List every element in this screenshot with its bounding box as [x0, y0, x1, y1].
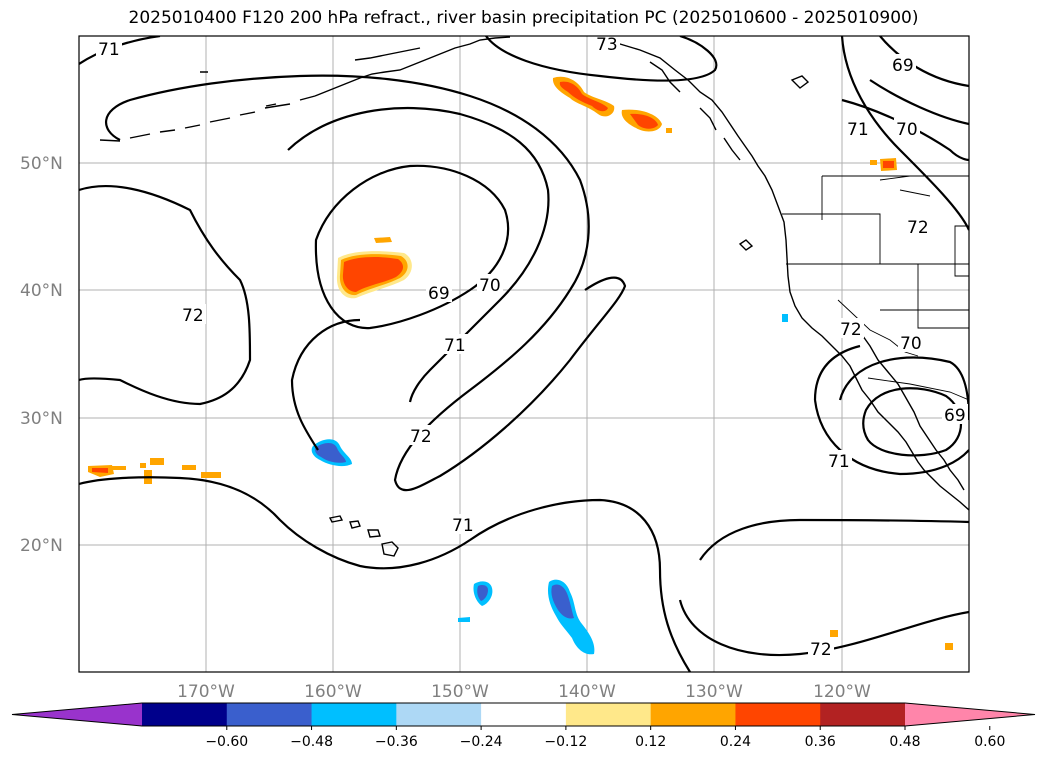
longitude-label: 150°W — [431, 682, 489, 702]
contour-71-mid — [813, 344, 969, 476]
colorbar-tick-label: −0.12 — [544, 734, 587, 750]
longitude-label: 140°W — [558, 682, 616, 702]
contour-label: 72 — [410, 427, 432, 447]
contour-72-southeast — [678, 599, 969, 657]
latitude-label: 40°N — [20, 281, 63, 301]
contour-71-south — [79, 476, 691, 672]
positive-anomaly-patch — [374, 237, 392, 243]
contour-label: 71 — [828, 452, 850, 472]
contour-label: 72 — [182, 306, 204, 326]
colorbar-tick-label: 0.24 — [720, 734, 751, 750]
positive-anomaly-patch — [870, 160, 877, 165]
contour-71-large — [104, 74, 627, 492]
latitude-label: 30°N — [20, 409, 63, 429]
contour-label: 71 — [847, 120, 869, 140]
colorbar-segment — [396, 703, 482, 726]
contour-72-south — [699, 518, 969, 561]
contour-label: 72 — [907, 218, 929, 238]
positive-anomaly-patch — [945, 643, 953, 650]
positive-anomaly-patch — [342, 257, 404, 292]
positive-anomaly-patch — [830, 630, 838, 637]
contour-label: 69 — [944, 406, 966, 426]
map-title: 2025010400 F120 200 hPa refract., river … — [128, 8, 919, 28]
contour-label: 71 — [98, 40, 120, 60]
colorbar-tick-label: −0.24 — [460, 734, 503, 750]
negative-anomaly-patch — [477, 585, 488, 601]
longitude-label: 130°W — [685, 682, 743, 702]
contour-labels: 71 73 69 71 70 72 72 69 70 71 72 71 72 — [96, 35, 968, 660]
colorbar-tick-label: −0.48 — [290, 734, 333, 750]
map-area: 71 73 69 71 70 72 72 69 70 71 72 71 72 — [79, 35, 969, 672]
negative-anomaly-patch — [782, 314, 788, 322]
colorbar-extend-high — [905, 703, 1035, 726]
longitude-labels: 170°W 160°W 150°W 140°W 130°W 120°W — [177, 682, 871, 702]
contour-71-canada — [841, 98, 969, 162]
positive-anomaly-patch — [666, 128, 672, 133]
colorbar-extend-low — [12, 703, 142, 726]
colorbar-segment — [735, 703, 821, 726]
positive-anomaly-patch — [630, 113, 658, 129]
coastlines — [99, 36, 969, 557]
positive-anomaly-patch — [140, 463, 146, 468]
contour-69-loop — [314, 164, 510, 330]
contour-72-outer — [79, 184, 252, 406]
map-frame — [78, 35, 970, 673]
colorbar-segment — [820, 703, 906, 726]
longitude-label: 120°W — [813, 682, 871, 702]
latitude-label: 50°N — [20, 154, 63, 174]
contour-69-canada — [879, 36, 969, 88]
positive-anomaly-patch — [182, 465, 196, 470]
contour-70-canada — [869, 79, 969, 126]
graticule — [79, 36, 969, 672]
longitude-label: 170°W — [177, 682, 235, 702]
contour-label: 70 — [896, 120, 918, 140]
negative-anomaly-patch — [551, 584, 574, 619]
contour-73-alaska — [485, 36, 718, 82]
contour-70-mid — [838, 356, 969, 421]
colorbar-tick-label: 0.36 — [805, 734, 836, 750]
latitude-labels: 50°N 40°N 30°N 20°N — [20, 154, 63, 556]
contour-label: 72 — [810, 640, 832, 660]
contour-70-loop — [287, 106, 550, 403]
positive-anomaly-patch — [112, 466, 126, 470]
latitude-label: 20°N — [20, 536, 63, 556]
colorbar-tick-label: −0.60 — [205, 734, 248, 750]
longitude-label: 160°W — [304, 682, 362, 702]
contour-69-inner — [862, 387, 962, 457]
contour-label: 71 — [444, 336, 466, 356]
political-boundaries — [782, 175, 969, 401]
positive-anomaly-patch — [559, 81, 608, 112]
contour-72-subtropic — [290, 318, 361, 451]
positive-anomaly-patch — [92, 468, 108, 473]
colorbar-segment — [481, 703, 567, 726]
negative-anomaly-patch — [315, 443, 346, 463]
colorbar-segment — [565, 703, 652, 726]
contour-label: 72 — [840, 320, 862, 340]
contour-label: 73 — [596, 35, 618, 55]
colorbar-outline — [11, 702, 1036, 727]
colorbar-segment — [226, 703, 313, 726]
colorbar-tick-label: 0.48 — [889, 734, 920, 750]
colorbar-segment — [311, 703, 397, 726]
positive-anomaly-patch — [883, 161, 894, 168]
colorbar-tick-label: −0.36 — [375, 734, 418, 750]
contour-label: 70 — [900, 334, 922, 354]
contour-label: 69 — [428, 284, 450, 304]
negative-anomaly-patch — [458, 617, 470, 622]
colorbar-tick-label: 0.60 — [974, 734, 1005, 750]
colorbar-segment — [142, 703, 228, 726]
positive-anomaly-patch — [201, 472, 221, 478]
contour-label: 71 — [452, 516, 474, 536]
precipitation-anomaly-fills — [88, 76, 953, 655]
colorbar: −0.60 −0.48 −0.36 −0.24 −0.12 0.12 0.24 0.36 0.4… — [11, 702, 1036, 750]
colorbar-tick-label: 0.12 — [635, 734, 666, 750]
positive-anomaly-patch — [150, 458, 164, 465]
colorbar-segment — [650, 703, 736, 726]
contour-label: 70 — [479, 276, 501, 296]
contour-72-west-coast — [840, 36, 969, 231]
contour-label: 69 — [892, 56, 914, 76]
